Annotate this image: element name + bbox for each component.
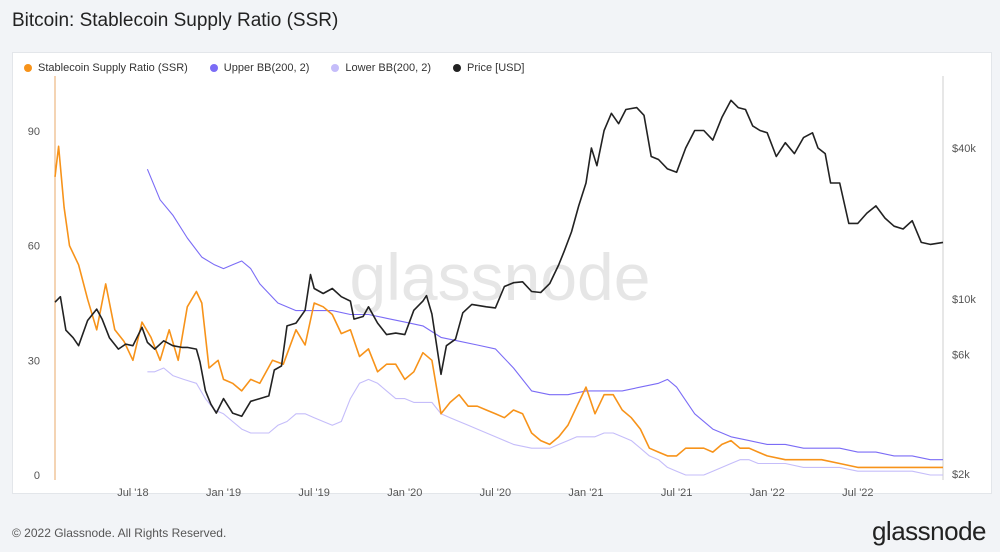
legend-label-lower-bb: Lower BB(200, 2) bbox=[345, 62, 432, 74]
y-right-tick-label: $10k bbox=[952, 294, 976, 306]
chart-title: Bitcoin: Stablecoin Supply Ratio (SSR) bbox=[12, 10, 339, 31]
x-tick-label: Jul '20 bbox=[480, 487, 511, 499]
ssr-series-line bbox=[54, 145, 943, 469]
x-tick-label: Jan '19 bbox=[206, 487, 241, 499]
chart-card bbox=[12, 52, 992, 494]
y-left-tick-label: 90 bbox=[28, 126, 40, 138]
legend-marker-ssr bbox=[24, 64, 32, 72]
legend-item-lower-bb[interactable]: Lower BB(200, 2) bbox=[331, 62, 431, 74]
watermark-text: glassnode bbox=[350, 240, 651, 314]
y-right-tick-label: $40k bbox=[952, 143, 976, 155]
x-tick-label: Jul '19 bbox=[298, 487, 329, 499]
x-tick-label: Jul '18 bbox=[117, 487, 148, 499]
x-tick-label: Jan '20 bbox=[387, 487, 422, 499]
x-tick-label: Jul '21 bbox=[661, 487, 692, 499]
price-series-line bbox=[54, 99, 944, 418]
legend-item-upper-bb[interactable]: Upper BB(200, 2) bbox=[209, 62, 310, 74]
y-left-tick-label: 0 bbox=[34, 470, 40, 482]
y-left-tick-label: 30 bbox=[28, 355, 40, 367]
y-right-tick-label: $2k bbox=[952, 469, 970, 481]
upper-bb-series-line bbox=[146, 168, 943, 461]
copyright-text: © 2022 Glassnode. All Rights Reserved. bbox=[12, 526, 227, 540]
legend-label-price: Price [USD] bbox=[467, 62, 525, 74]
legend-item-ssr[interactable]: Stablecoin Supply Ratio (SSR) bbox=[24, 62, 188, 74]
legend-label-upper-bb: Upper BB(200, 2) bbox=[223, 62, 310, 74]
legend-marker-lower-bb bbox=[331, 64, 340, 72]
y-right-tick-label: $6k bbox=[952, 349, 970, 361]
y-left-tick-label: 60 bbox=[28, 241, 40, 253]
legend-marker-upper-bb bbox=[209, 64, 218, 72]
x-tick-label: Jul '22 bbox=[842, 487, 873, 499]
x-tick-label: Jan '21 bbox=[568, 487, 603, 499]
legend-item-price[interactable]: Price [USD] bbox=[453, 62, 524, 74]
legend-marker-price bbox=[453, 64, 462, 72]
x-tick-label: Jan '22 bbox=[750, 487, 785, 499]
legend-label-ssr: Stablecoin Supply Ratio (SSR) bbox=[38, 62, 188, 74]
brand-logo: glassnode bbox=[871, 516, 987, 546]
chart-legend: Stablecoin Supply Ratio (SSR) Upper BB(2… bbox=[24, 62, 524, 74]
lower-bb-series-line bbox=[147, 367, 943, 476]
